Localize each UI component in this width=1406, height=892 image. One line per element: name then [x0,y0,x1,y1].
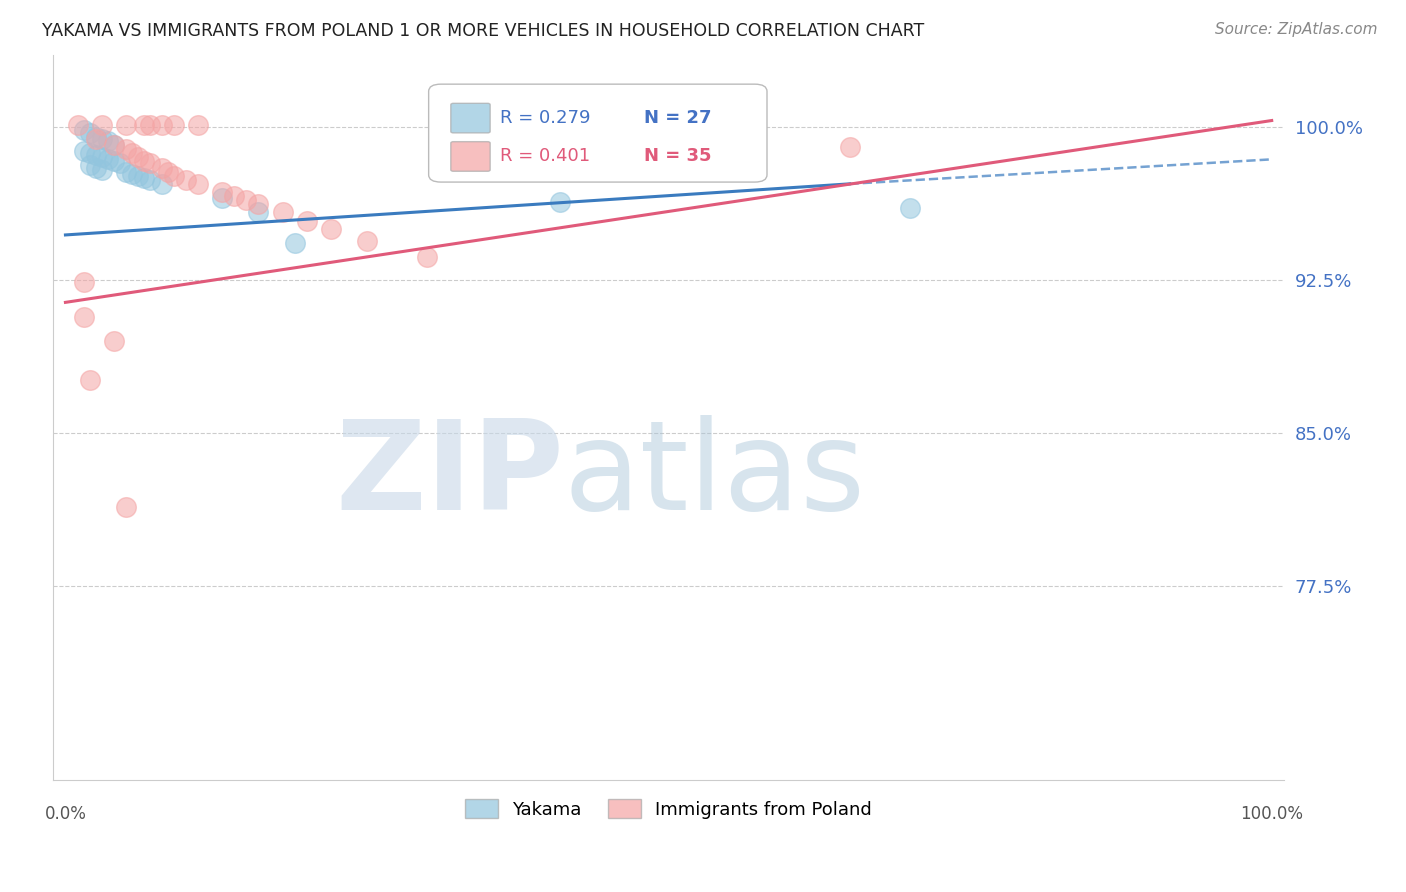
Point [97,153,120,167]
Point [72,310,94,324]
Point [127,169,149,183]
FancyBboxPatch shape [429,84,768,182]
Text: R = 0.401: R = 0.401 [501,147,591,166]
Point [132,118,155,132]
Text: N = 27: N = 27 [644,109,711,127]
Point [150,161,173,175]
Point [121,167,143,181]
Point [247,197,270,211]
Point [271,205,294,219]
Point [163,118,186,132]
Point [103,138,125,153]
Point [150,118,173,132]
Point [84,148,107,162]
Point [174,173,197,187]
Point [139,173,162,187]
FancyBboxPatch shape [451,103,491,133]
Point [97,134,120,148]
Text: atlas: atlas [564,416,866,536]
FancyBboxPatch shape [451,142,491,171]
Point [187,118,209,132]
Point [247,205,270,219]
Text: 100.0%: 100.0% [1240,805,1303,823]
Point [103,138,125,153]
Point [114,164,136,178]
Point [121,146,143,161]
Point [66,118,89,132]
Text: R = 0.279: R = 0.279 [501,109,591,127]
Point [838,140,860,154]
Point [211,191,233,205]
Point [108,156,131,170]
Point [84,161,107,175]
Point [90,150,112,164]
Legend: Yakama, Immigrants from Poland: Yakama, Immigrants from Poland [458,792,879,826]
Point [224,189,246,203]
Point [139,118,162,132]
Text: ZIP: ZIP [335,416,564,536]
Point [898,202,921,216]
Point [84,129,107,144]
Point [79,373,101,387]
Point [72,275,94,289]
Text: 0.0%: 0.0% [45,805,86,823]
Point [103,334,125,348]
Point [90,118,112,132]
Point [84,132,107,146]
Point [356,234,378,248]
Point [156,164,179,178]
Point [139,156,162,170]
Point [132,170,155,185]
Point [416,251,439,265]
Point [103,154,125,169]
Point [90,132,112,146]
Point [72,122,94,136]
Point [132,154,155,169]
Point [127,150,149,164]
Text: N = 35: N = 35 [644,147,711,166]
Point [211,185,233,199]
Point [235,193,257,207]
Point [79,126,101,140]
Point [79,159,101,173]
Point [79,146,101,161]
Point [150,177,173,191]
Point [548,195,571,210]
Text: YAKAMA VS IMMIGRANTS FROM POLAND 1 OR MORE VEHICLES IN HOUSEHOLD CORRELATION CHA: YAKAMA VS IMMIGRANTS FROM POLAND 1 OR MO… [42,22,924,40]
Point [114,142,136,156]
Point [187,177,209,191]
Point [295,213,318,227]
Point [90,162,112,177]
Point [284,236,307,251]
Text: Source: ZipAtlas.com: Source: ZipAtlas.com [1215,22,1378,37]
Point [163,169,186,183]
Point [319,222,342,236]
Point [72,144,94,158]
Point [114,500,136,514]
Point [114,118,136,132]
